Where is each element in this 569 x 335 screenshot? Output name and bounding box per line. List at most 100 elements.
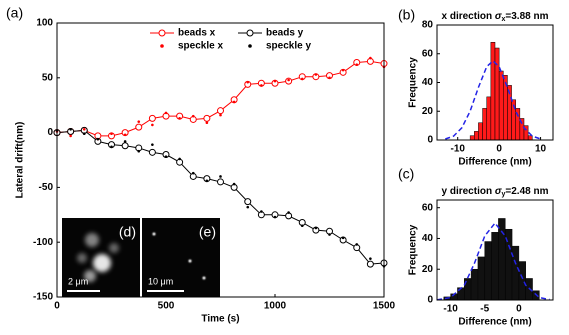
marker (218, 179, 224, 185)
dot (301, 224, 304, 227)
dot (315, 227, 318, 230)
marker (136, 124, 142, 130)
dot (287, 211, 290, 214)
dot (83, 132, 86, 135)
histogram-bar (492, 232, 499, 300)
dot (328, 77, 331, 80)
dot (69, 135, 72, 138)
marker (218, 108, 224, 114)
dot (137, 120, 140, 123)
title-value: =3.88 nm (505, 11, 548, 22)
histogram-bar (495, 48, 499, 140)
x-tick-label: -10 (450, 144, 465, 155)
y-tick-label: 50 (42, 72, 54, 83)
title-value: =2.48 nm (505, 186, 548, 197)
marker (245, 199, 251, 205)
x-tick-label: -5 (480, 304, 489, 315)
dot (124, 140, 127, 143)
panel-label: (a) (6, 5, 23, 21)
dot (315, 73, 318, 76)
x-tick-label: 0 (496, 144, 502, 155)
histogram-bar (487, 97, 491, 140)
histogram-bar (478, 123, 482, 140)
legend-label: speckle y (266, 41, 311, 52)
bead-spot (189, 260, 192, 263)
inset-label: (d) (119, 224, 136, 240)
dot (192, 115, 195, 118)
dot (301, 78, 304, 81)
x-axis-label: Difference (nm) (458, 157, 531, 168)
legend-marker (160, 44, 164, 48)
histogram-bar (485, 242, 492, 300)
dot (165, 112, 168, 115)
dot (124, 133, 127, 136)
dot (219, 114, 222, 117)
legend-label: speckle x (178, 41, 223, 52)
scale-bar-label: 2 μm (68, 276, 88, 286)
marker (149, 115, 155, 121)
speckle-blob (109, 243, 119, 253)
speckle-blob (85, 233, 99, 247)
y-tick-label: 0 (47, 127, 53, 138)
x-axis-label: Difference (nm) (458, 317, 531, 328)
legend-label: beads y (266, 28, 304, 39)
scale-bar-label: 10 μm (148, 276, 173, 286)
histogram-bar (528, 136, 532, 140)
dot (233, 101, 236, 104)
dot (342, 69, 345, 72)
dot (274, 80, 277, 83)
panel-label: (c) (398, 166, 414, 182)
speckle-blob (77, 253, 87, 263)
dot (69, 128, 72, 131)
y-tick-label: 20 (422, 264, 434, 275)
y-tick-label: -100 (33, 237, 53, 248)
legend-marker (247, 30, 253, 36)
histogram-bar (499, 71, 503, 140)
y-tick-label: 0 (427, 135, 433, 146)
legend-marker (248, 44, 252, 48)
legend-label: beads x (178, 28, 216, 39)
dot (206, 121, 209, 124)
y-tick-label: 20 (422, 106, 434, 117)
histogram-bar (519, 262, 526, 300)
y-tick-label: 60 (422, 202, 434, 213)
y-axis-label: Frequency (408, 57, 419, 108)
y-tick-label: -50 (39, 182, 54, 193)
x-tick-label: 0 (54, 301, 60, 312)
legend-marker (159, 30, 165, 36)
dot (83, 128, 86, 131)
dot (355, 243, 358, 246)
marker (122, 143, 128, 149)
dot (97, 138, 100, 141)
y-tick-label: 0 (427, 295, 433, 306)
series-line (57, 61, 384, 136)
dot (110, 146, 113, 149)
dot (206, 180, 209, 183)
dot (192, 172, 195, 175)
x-tick-label: -10 (443, 304, 458, 315)
histogram-bar (470, 136, 474, 140)
dot (274, 216, 277, 219)
bead-spot (203, 277, 206, 280)
dot (219, 175, 222, 178)
dot (151, 143, 154, 146)
bead-spot (153, 233, 156, 236)
dot (110, 132, 113, 135)
y-tick-label: -150 (33, 292, 53, 303)
x-tick-label: 0 (516, 304, 522, 315)
dot (246, 81, 249, 84)
dot (151, 124, 154, 127)
marker (204, 115, 210, 121)
y-axis-label: Frequency (408, 224, 419, 275)
histogram-bar (512, 246, 519, 300)
inset-label: (e) (199, 224, 216, 240)
dot (328, 233, 331, 236)
marker (149, 149, 155, 155)
histogram-bar (491, 42, 495, 140)
dot (233, 183, 236, 186)
y-axis-label: Lateral drift(nm) (15, 122, 26, 199)
histogram-bar (474, 131, 478, 140)
dot (260, 210, 263, 213)
y-tick-label: 40 (422, 77, 434, 88)
marker (367, 261, 373, 267)
